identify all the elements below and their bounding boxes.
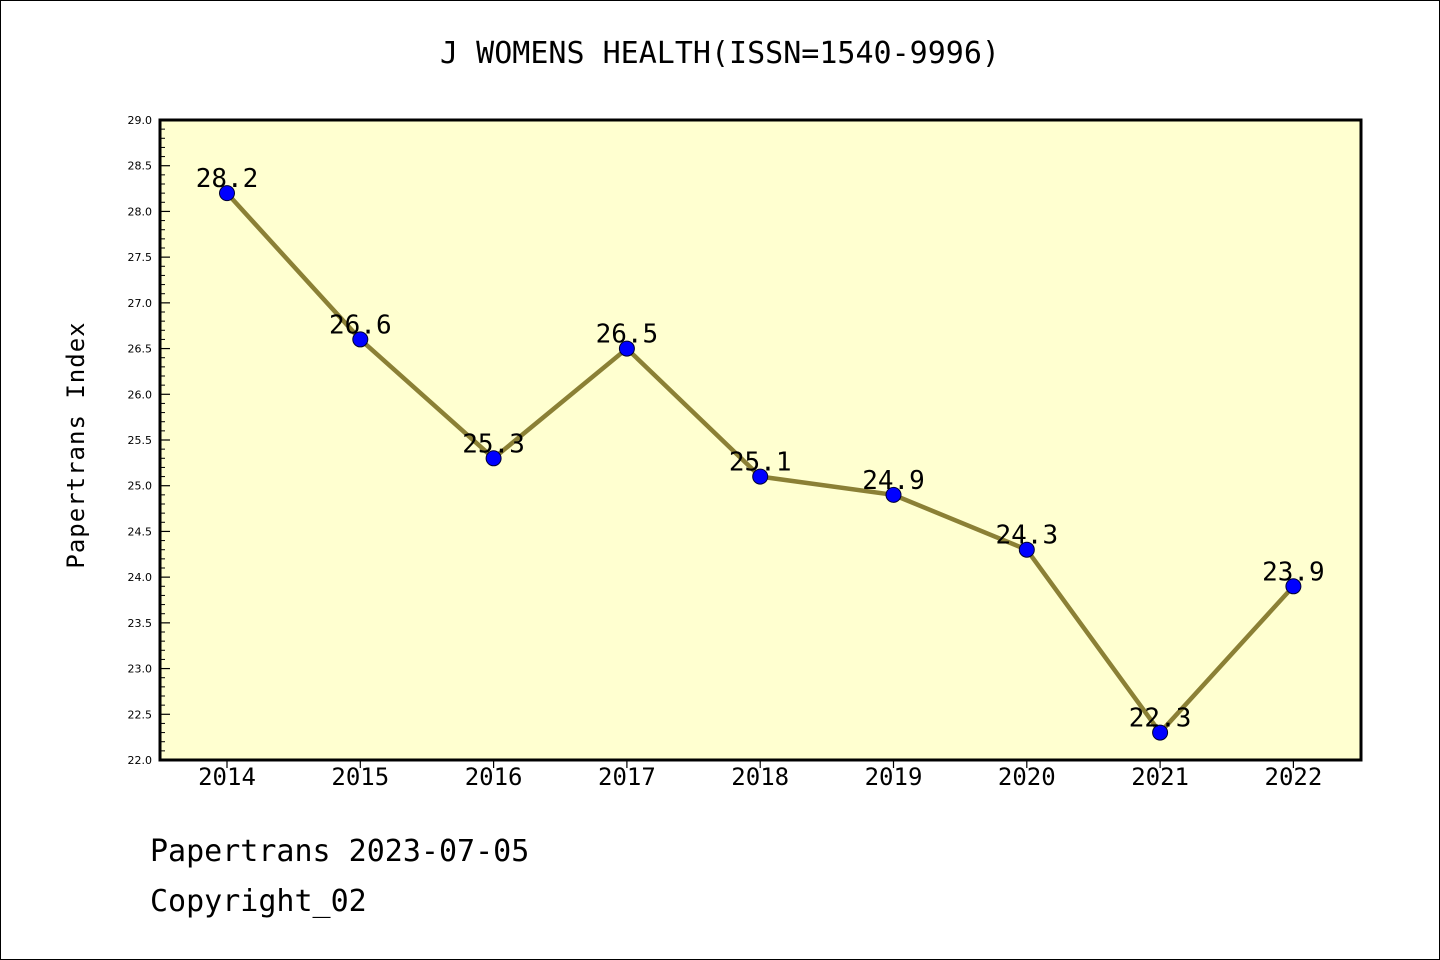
x-axis: 2014 2015 2016 2017 2018 2019 2020 2021 2022 [198, 760, 1322, 791]
data-label: 25.3 [462, 429, 525, 459]
y-axis: 22.0 22.5 23.0 23.5 24.0 24.5 25.0 25.5 26.0 26.5… [128, 114, 170, 767]
y-tick-label: 23.0 [128, 663, 153, 676]
data-point [219, 185, 235, 202]
x-tick-label: 2014 [198, 763, 256, 791]
y-tick-label: 22.5 [128, 708, 153, 721]
data-label: 26.6 [329, 310, 392, 340]
data-point [752, 468, 769, 485]
series-group: 28.2 26.6 25.3 26.5 25.1 24.9 24.3 22.3 23.9 [196, 164, 1325, 741]
x-tick-label: 2019 [865, 763, 923, 791]
data-point [1152, 724, 1169, 741]
data-label: 22.3 [1129, 704, 1192, 734]
y-tick-label: 25.0 [128, 480, 153, 493]
y-tick-label: 24.5 [128, 525, 153, 538]
data-label: 24.9 [862, 466, 925, 496]
y-tick-label: 27.5 [128, 251, 153, 264]
data-point [1285, 578, 1302, 595]
x-tick-label: 2017 [598, 763, 656, 791]
data-point [1018, 541, 1035, 558]
y-tick-label: 23.5 [128, 617, 153, 630]
y-tick-label: 26.0 [128, 388, 153, 401]
data-point [618, 340, 635, 357]
y-tick-label: 26.5 [128, 343, 153, 356]
data-point [485, 450, 502, 467]
y-tick-label: 27.0 [128, 297, 153, 310]
x-tick-label: 2018 [731, 763, 789, 791]
data-label: 24.3 [995, 521, 1058, 551]
y-tick-label: 25.5 [128, 434, 153, 447]
chart-title: J WOMENS HEALTH(ISSN=1540-9996) [440, 36, 1000, 71]
data-label: 25.1 [729, 448, 792, 478]
data-point [352, 331, 369, 348]
data-point [885, 486, 902, 503]
x-tick-label: 2022 [1265, 763, 1323, 791]
x-tick-label: 2016 [465, 763, 523, 791]
y-tick-label: 22.0 [128, 754, 153, 767]
plot-area [158, 118, 1363, 762]
data-label: 28.2 [196, 164, 259, 194]
footer-date-text: Papertrans 2023-07-05 [150, 834, 530, 869]
footer-copyright-text: Copyright_02 [150, 884, 367, 919]
y-tick-label: 28.5 [128, 160, 153, 173]
data-label: 23.9 [1262, 557, 1325, 587]
data-label: 26.5 [596, 320, 659, 350]
y-tick-label: 29.0 [128, 114, 153, 127]
x-tick-label: 2021 [1131, 763, 1189, 791]
x-tick-label: 2015 [331, 763, 389, 791]
y-tick-label: 24.0 [128, 571, 153, 584]
x-tick-label: 2020 [998, 763, 1056, 791]
y-tick-label: 28.0 [128, 205, 153, 218]
